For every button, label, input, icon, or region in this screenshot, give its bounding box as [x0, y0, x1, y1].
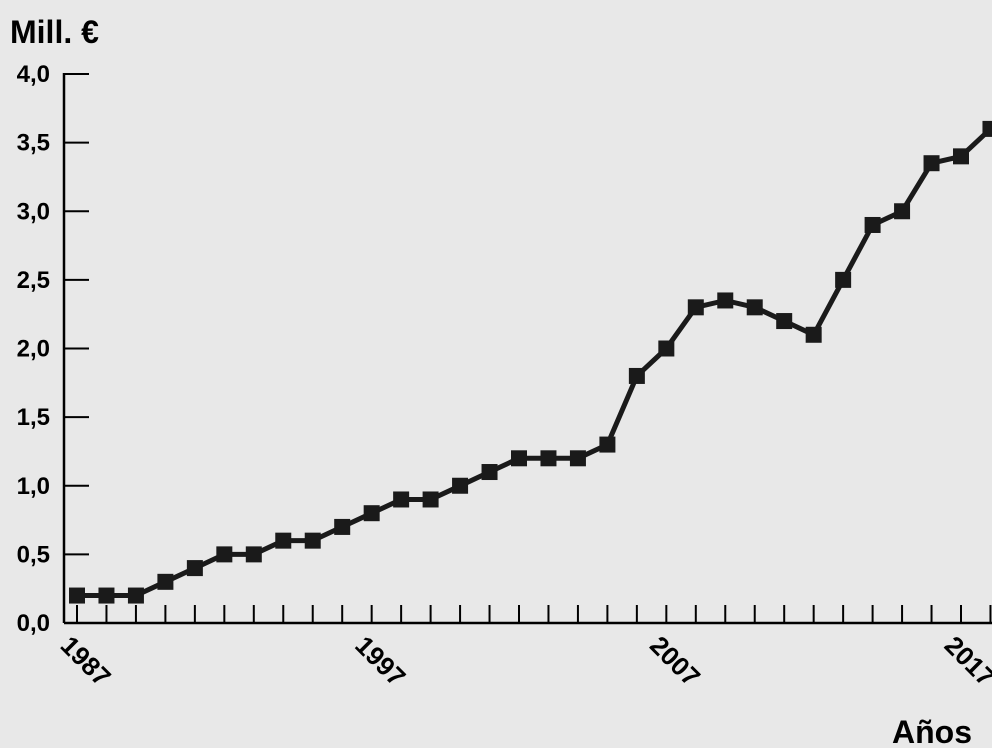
- y-tick-label: 1,0: [17, 473, 50, 500]
- series-line: [74, 126, 992, 598]
- data-point-marker: [186, 560, 203, 577]
- y-tick-label: 0,0: [17, 610, 50, 637]
- data-point-marker: [864, 216, 881, 233]
- data-point-marker: [805, 326, 822, 343]
- data-point-marker: [628, 367, 645, 384]
- y-tick-label: 4,0: [17, 61, 50, 88]
- data-point-marker: [746, 299, 763, 316]
- data-series: [69, 120, 992, 604]
- y-tick-label: 0,5: [17, 541, 50, 568]
- data-point-marker: [511, 450, 527, 467]
- data-point-marker: [127, 587, 144, 604]
- data-point-marker: [953, 148, 969, 165]
- data-point-marker: [98, 587, 115, 604]
- data-point-marker: [982, 120, 992, 137]
- data-point-marker: [923, 155, 940, 172]
- data-point-marker: [422, 491, 439, 508]
- data-point-marker: [393, 491, 410, 508]
- y-ticks: 0,0 0,5 1,0 1,5 2,0 2,5 3,0 3,5 4,0: [17, 61, 89, 637]
- x-tick-label: 2007: [644, 630, 706, 692]
- y-tick-label: 3,5: [17, 130, 50, 157]
- data-point-marker: [481, 464, 498, 481]
- data-point-marker: [216, 546, 233, 563]
- data-point-marker: [157, 573, 174, 590]
- data-point-marker: [894, 203, 911, 220]
- data-point-marker: [452, 477, 469, 494]
- data-point-marker: [275, 532, 292, 549]
- data-point-marker: [304, 532, 321, 549]
- data-point-marker: [687, 299, 704, 316]
- x-tick-label: 1987: [55, 630, 117, 692]
- data-point-marker: [776, 313, 793, 330]
- x-axis-title: Años: [892, 714, 972, 748]
- data-point-marker: [69, 587, 85, 604]
- data-point-marker: [717, 292, 734, 309]
- data-point-marker: [599, 436, 616, 453]
- y-tick-label: 1,5: [17, 404, 50, 431]
- axes: [62, 73, 992, 625]
- data-point-marker: [540, 450, 557, 467]
- x-ticks: 1987 1997 2007 2017: [55, 605, 992, 692]
- y-tick-label: 2,5: [17, 267, 50, 294]
- x-tick-label: 1997: [349, 630, 411, 692]
- y-tick-label: 2,0: [17, 336, 50, 363]
- data-point-marker: [835, 271, 852, 288]
- data-point-marker: [245, 546, 262, 563]
- data-point-marker: [363, 505, 380, 522]
- data-point-marker: [334, 518, 351, 535]
- y-tick-label: 3,0: [17, 198, 50, 225]
- x-tick-label: 2017: [939, 630, 992, 692]
- data-point-marker: [658, 340, 675, 357]
- data-point-marker: [569, 450, 586, 467]
- y-axis-title: Mill. €: [10, 14, 99, 50]
